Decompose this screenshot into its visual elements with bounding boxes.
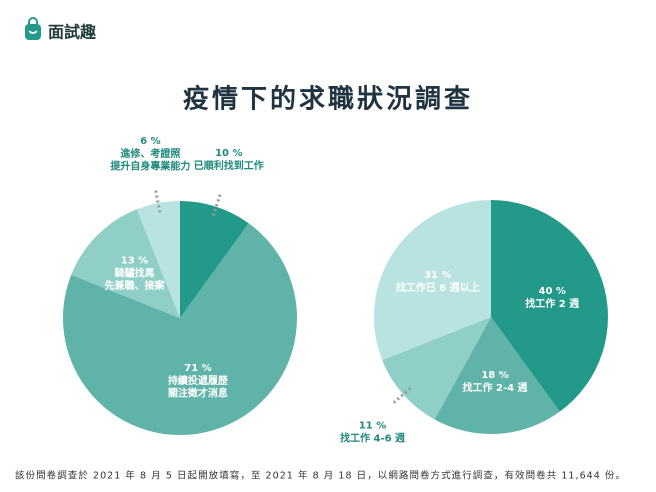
- leader-line: [211, 192, 222, 217]
- value-label: 18 %: [481, 370, 508, 381]
- title: 疫情下的求職狀況調查: [183, 84, 473, 115]
- brand: 面試趣: [48, 23, 97, 42]
- footnote: 該份問卷調查於 2021 年 8 月 5 日起開放填寫，至 2021 年 8 月…: [15, 470, 625, 482]
- logo-icon: [25, 17, 41, 40]
- category-label: 進修、考證照提升自身專業能力: [110, 147, 190, 173]
- category-label: 已順利找到工作: [194, 159, 264, 172]
- category-label: 找工作已 6 週以上: [396, 281, 480, 294]
- category-label: 找工作 2 週: [525, 297, 579, 310]
- pie-slice: [136, 201, 180, 318]
- pie-slice: [180, 201, 249, 318]
- pie-slice: [71, 209, 180, 318]
- value-label: 31 %: [424, 270, 451, 281]
- pie-slice: [382, 317, 491, 420]
- value-label: 11 %: [359, 420, 386, 431]
- leader-line: [153, 189, 162, 213]
- category-label: 找工作 4-6 週: [340, 431, 405, 444]
- value-label: 10 %: [215, 148, 242, 159]
- pie-slice: [434, 317, 560, 434]
- category-label: 找工作 2-4 週: [463, 381, 528, 394]
- pie-slice: [62, 223, 297, 435]
- value-label: 40 %: [538, 286, 565, 297]
- value-label: 6 %: [140, 136, 160, 147]
- value-label: 71 %: [184, 363, 211, 374]
- pie-slice: [491, 200, 609, 412]
- leader-line: [391, 387, 412, 405]
- pie-slice: [373, 200, 491, 361]
- category-label: 持續投遞履歷關注徵才消息: [168, 374, 228, 400]
- value-label: 13 %: [121, 255, 148, 266]
- category-label: 騎驢找馬先兼職、接案: [104, 266, 165, 292]
